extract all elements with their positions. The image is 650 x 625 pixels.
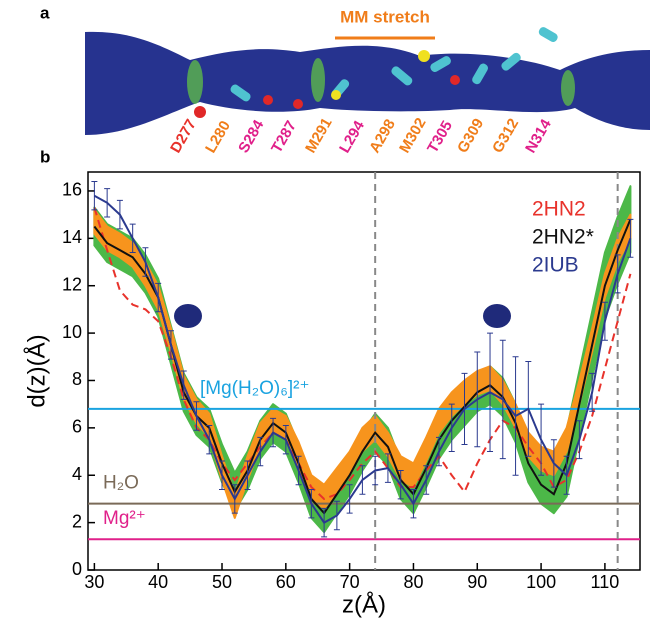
legend-entry: 2HN2* xyxy=(532,226,594,249)
residue-label: L294 xyxy=(336,117,368,156)
panel-label: b xyxy=(40,147,50,166)
y-tick-label: 14 xyxy=(62,227,82,247)
y-tick-label: 4 xyxy=(72,464,82,484)
x-axis-label: z(Å) xyxy=(342,590,386,618)
residue-label: L280 xyxy=(202,118,234,156)
reference-label: [Mg(H₂O)₆]²⁺ xyxy=(200,378,310,399)
residue-label: D277 xyxy=(167,116,200,156)
x-tick-label: 70 xyxy=(340,572,360,592)
channel-surface xyxy=(85,27,650,135)
plot: 30 40 50 60 70 80 90 100 110 0 2 4 6 8 10 12 14 16 z(Å) d(z… xyxy=(22,171,641,618)
mm-stretch-label: MM stretch xyxy=(340,7,430,26)
y-axis-label: d(z)(Å) xyxy=(22,334,50,407)
y-tick-label: 6 xyxy=(72,417,82,437)
residue-label: G309 xyxy=(454,116,487,156)
series-line xyxy=(93,194,632,524)
reference-label: H₂O xyxy=(103,473,139,494)
residue-label: A298 xyxy=(366,116,399,156)
y-tick-label: 10 xyxy=(62,322,82,342)
x-tick-label: 80 xyxy=(403,572,423,592)
residue-label: M302 xyxy=(396,115,429,156)
residue-label: S284 xyxy=(235,117,268,156)
x-tick-label: 90 xyxy=(467,572,487,592)
legend-entry: 2HN2 xyxy=(532,198,586,221)
y-tick-label: 2 xyxy=(72,511,82,531)
residue-labels: D277 L280 S284 T287 M291 L294A298M302T305G309… xyxy=(167,115,555,156)
reference-label: Mg²⁺ xyxy=(103,508,146,529)
ion-marker xyxy=(483,304,511,328)
ion-marker xyxy=(174,304,202,328)
x-tick-label: 100 xyxy=(526,572,556,592)
y-tick-label: 8 xyxy=(72,369,82,389)
x-tick-label: 110 xyxy=(591,572,620,592)
y-tick-label: 12 xyxy=(62,274,82,294)
x-tick-label: 30 xyxy=(84,572,104,592)
x-tick-label: 60 xyxy=(276,572,296,592)
residue-label: T287 xyxy=(268,118,300,156)
residue-label: M291 xyxy=(302,115,335,156)
x-tick-label: 40 xyxy=(148,572,168,592)
y-tick-label: 16 xyxy=(62,180,82,200)
residue-label: G312 xyxy=(489,116,522,156)
legend-entry: 2IUB xyxy=(532,254,579,277)
y-tick-label: 0 xyxy=(72,559,82,579)
x-tick-label: 50 xyxy=(212,572,232,592)
panel-label: a xyxy=(40,3,50,22)
plot-frame xyxy=(87,171,641,571)
residue-label: N314 xyxy=(522,116,555,156)
